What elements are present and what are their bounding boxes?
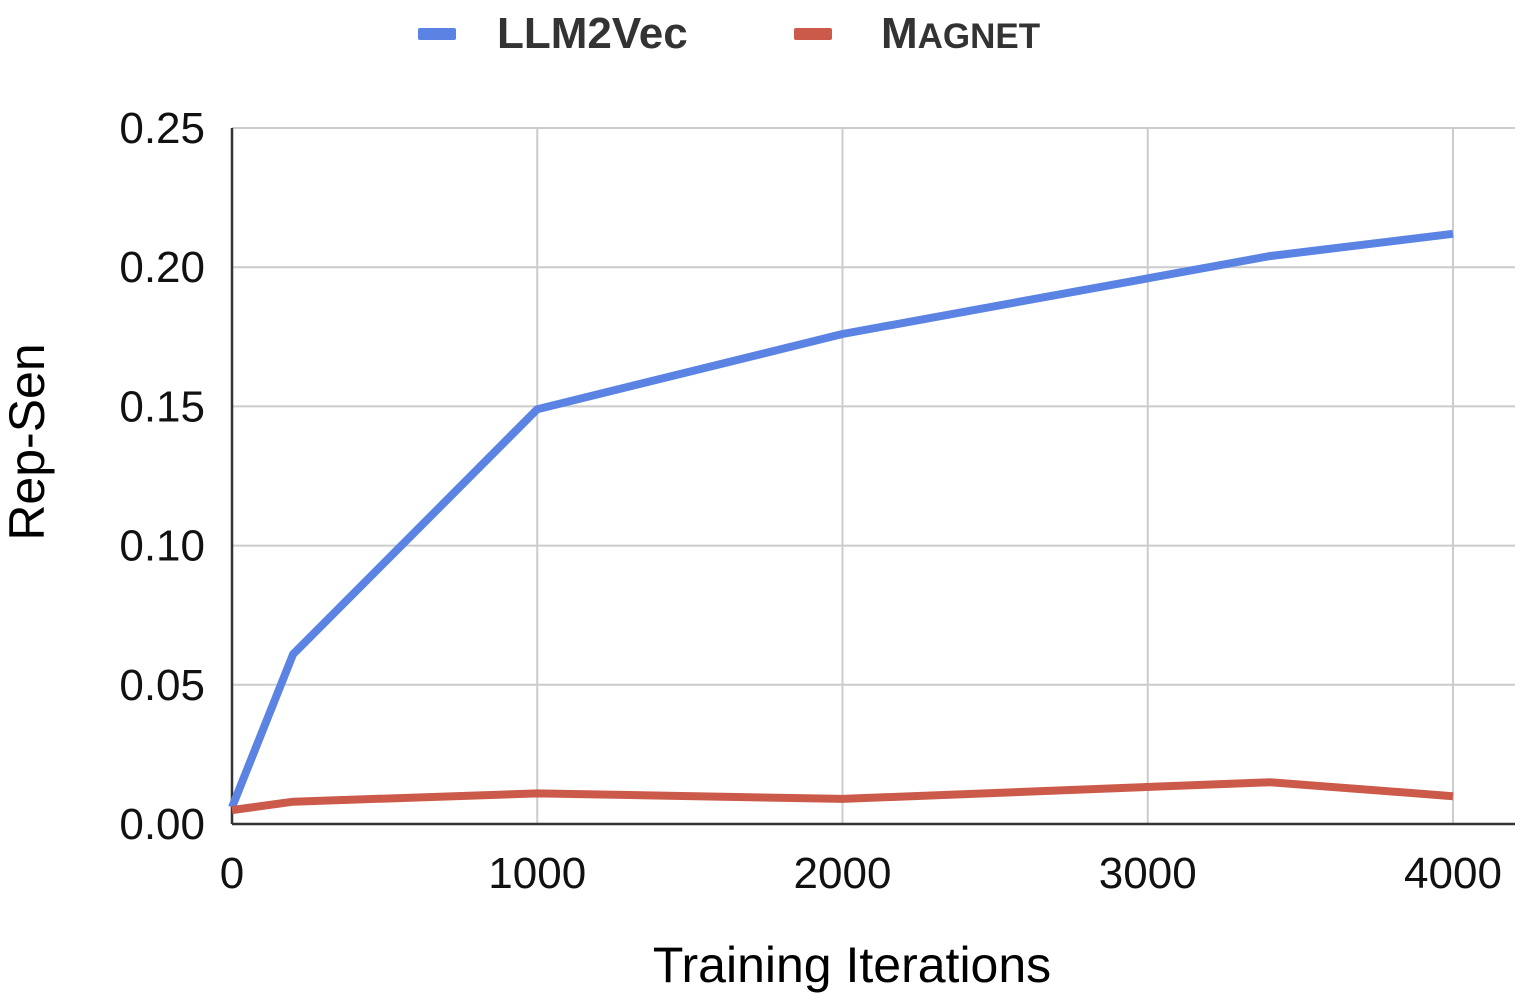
x-tick-label: 3000 xyxy=(1099,849,1197,898)
legend-swatch-magnet xyxy=(794,28,832,40)
x-tick-label: 1000 xyxy=(488,849,586,898)
y-tick-label: 0.00 xyxy=(119,800,205,849)
series-lines xyxy=(228,229,1454,815)
series-line-magnet xyxy=(231,778,1454,815)
y-tick-label: 0.15 xyxy=(119,382,205,431)
y-tick-label: 0.25 xyxy=(119,104,205,153)
x-tick-label: 2000 xyxy=(794,849,892,898)
y-tick-label: 0.05 xyxy=(119,661,205,710)
grid xyxy=(232,127,1515,824)
legend-swatch-llm2vec xyxy=(418,28,456,40)
x-axis-title: Training Iterations xyxy=(653,937,1051,993)
x-tick-labels: 0 1000 2000 3000 4000 xyxy=(220,849,1502,898)
y-tick-labels: 0.00 0.05 0.10 0.15 0.20 0.25 xyxy=(119,104,205,849)
series-line-llm2vec xyxy=(228,229,1454,809)
x-tick-label: 0 xyxy=(220,849,244,898)
axes xyxy=(230,128,1515,826)
y-tick-label: 0.10 xyxy=(119,522,205,571)
legend: LLM2Vec MAGNET xyxy=(418,9,1040,58)
legend-label-llm2vec: LLM2Vec xyxy=(497,9,688,58)
y-tick-label: 0.20 xyxy=(119,243,205,292)
legend-label-magnet-rest: AGNET xyxy=(918,17,1041,56)
legend-label-magnet: MAGNET xyxy=(881,9,1040,58)
y-axis-title: Rep-Sen xyxy=(0,343,55,540)
legend-label-magnet-initial: M xyxy=(881,9,918,58)
x-tick-label: 4000 xyxy=(1404,849,1502,898)
